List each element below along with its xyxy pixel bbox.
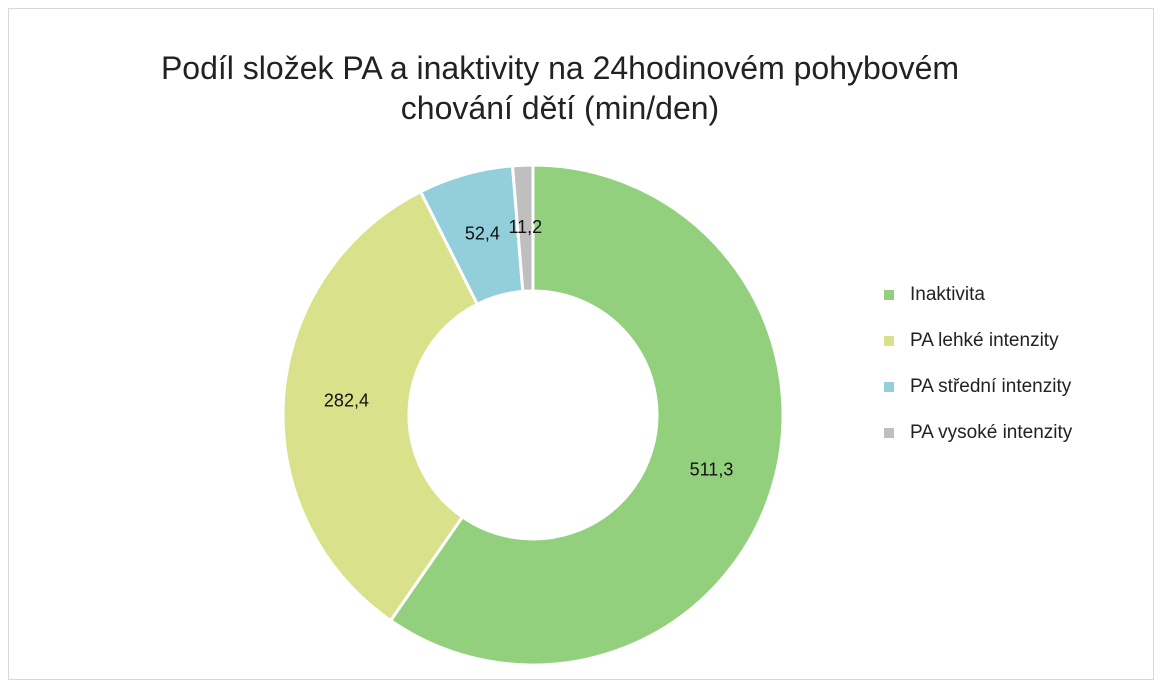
legend-label: PA vysoké intenzity — [910, 422, 1073, 443]
legend-marker — [884, 336, 894, 346]
donut-slice — [510, 163, 535, 294]
data-label: 11,2 — [508, 217, 542, 237]
donut-slice — [281, 189, 480, 623]
chart-title: Podíl složek PA a inaktivity na 24hodino… — [160, 50, 960, 126]
data-label: 511,3 — [690, 460, 734, 480]
data-label: 52,4 — [465, 224, 500, 244]
legend-label: PA střední intenzity — [910, 376, 1072, 397]
data-label: 282,4 — [324, 391, 369, 411]
legend-label: Inaktivita — [910, 284, 985, 305]
donut-slice — [388, 163, 785, 667]
legend-marker — [884, 428, 894, 438]
legend-marker — [884, 290, 894, 300]
legend-label: PA lehké intenzity — [910, 330, 1059, 351]
legend-marker — [884, 382, 894, 392]
